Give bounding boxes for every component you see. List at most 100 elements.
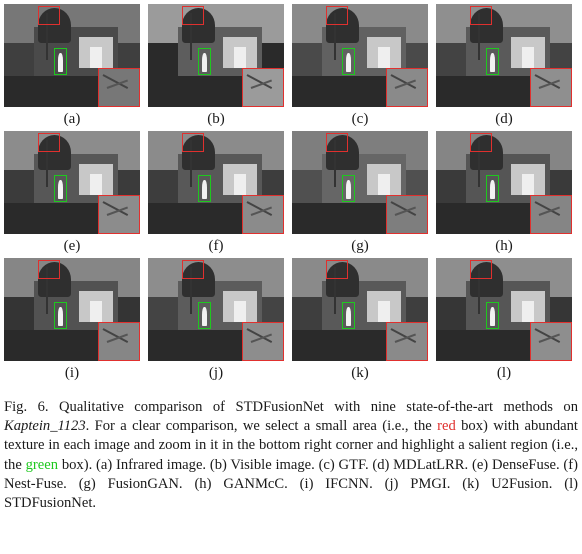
red-selection-box (182, 133, 204, 152)
red-selection-box (182, 260, 204, 279)
red-selection-box (182, 6, 204, 25)
zoomed-inset (529, 321, 572, 361)
building-door (521, 174, 534, 195)
lamp-post (334, 140, 337, 187)
panel: (c) (292, 4, 428, 128)
caption-dataset-name: Kaptein_1123 (4, 418, 86, 435)
red-selection-box (326, 6, 348, 25)
green-highlight-box (342, 302, 355, 330)
tree-silhouette (38, 8, 71, 44)
zoomed-inset (97, 321, 140, 361)
caption-part-4: box). (a) Infrared image. (b) Visible im… (4, 456, 578, 512)
panel-label: (i) (64, 365, 80, 381)
figure-grid: (a) (b) (c) (d) (e) (f) (g) (h) (i) (j) (k) (l) (4, 4, 572, 382)
caption-green-word: green (25, 456, 59, 473)
pedestrian-figure (201, 53, 208, 72)
panel-image (148, 4, 284, 107)
zoomed-inset (97, 67, 140, 107)
panel-image (148, 131, 284, 234)
lamp-post (478, 140, 481, 187)
caption-part-1: Fig. 6. Qualitative comparison of STDFus… (4, 399, 578, 415)
zoomed-inset (385, 321, 428, 361)
tree-silhouette (38, 262, 71, 298)
caption-part-3: box) with abundant texture in each image… (4, 418, 578, 473)
building-door (89, 47, 102, 68)
pedestrian-figure (201, 307, 208, 326)
panel-image (436, 4, 572, 107)
panel-label: (h) (495, 238, 513, 254)
zoomed-inset (241, 194, 284, 234)
building-door (233, 47, 246, 68)
building-door (377, 47, 390, 68)
panel-label: (g) (351, 238, 369, 254)
panel-image (4, 131, 140, 234)
panel: (h) (436, 131, 572, 255)
panel-image (4, 4, 140, 107)
tree-silhouette (470, 135, 503, 171)
panel-label: (c) (351, 111, 369, 127)
panel-label: (e) (63, 238, 81, 254)
building-door (89, 174, 102, 195)
panel: (g) (292, 131, 428, 255)
red-selection-box (470, 260, 492, 279)
lamp-post (190, 13, 193, 60)
panel-image (292, 4, 428, 107)
panel: (i) (4, 258, 140, 382)
panel-label: (b) (207, 111, 225, 127)
building-door (233, 301, 246, 322)
pedestrian-figure (345, 180, 352, 199)
panel: (d) (436, 4, 572, 128)
panel-label: (f) (208, 238, 224, 254)
tree-silhouette (326, 262, 359, 298)
building-door (377, 301, 390, 322)
green-highlight-box (486, 175, 499, 203)
green-highlight-box (486, 302, 499, 330)
pedestrian-figure (57, 307, 64, 326)
panel-image (292, 258, 428, 361)
red-selection-box (38, 6, 60, 25)
lamp-post (334, 267, 337, 314)
building-door (233, 174, 246, 195)
pedestrian-figure (489, 307, 496, 326)
panel-image (292, 131, 428, 234)
panel: (f) (148, 131, 284, 255)
red-selection-box (38, 133, 60, 152)
tree-silhouette (326, 8, 359, 44)
pedestrian-figure (57, 180, 64, 199)
red-selection-box (326, 260, 348, 279)
green-highlight-box (198, 48, 211, 76)
panel: (a) (4, 4, 140, 128)
lamp-post (46, 267, 49, 314)
pedestrian-figure (489, 53, 496, 72)
caption-part-2: . For a clear comparison, we select a sm… (85, 418, 438, 435)
panel-image (436, 258, 572, 361)
panel: (j) (148, 258, 284, 382)
red-selection-box (470, 133, 492, 152)
tree-silhouette (182, 8, 215, 44)
green-highlight-box (198, 302, 211, 330)
pedestrian-figure (345, 307, 352, 326)
tree-silhouette (326, 135, 359, 171)
tree-silhouette (470, 8, 503, 44)
lamp-post (46, 13, 49, 60)
zoomed-inset (385, 194, 428, 234)
panel-label: (j) (208, 365, 224, 381)
panel: (b) (148, 4, 284, 128)
lamp-post (478, 13, 481, 60)
lamp-post (46, 140, 49, 187)
red-selection-box (326, 133, 348, 152)
pedestrian-figure (201, 180, 208, 199)
red-selection-box (38, 260, 60, 279)
zoomed-inset (97, 194, 140, 234)
zoomed-inset (529, 67, 572, 107)
building-door (377, 174, 390, 195)
zoomed-inset (241, 321, 284, 361)
lamp-post (478, 267, 481, 314)
green-highlight-box (198, 175, 211, 203)
green-highlight-box (486, 48, 499, 76)
panel-image (436, 131, 572, 234)
panel-image (148, 258, 284, 361)
building-door (521, 47, 534, 68)
building-door (521, 301, 534, 322)
tree-silhouette (470, 262, 503, 298)
